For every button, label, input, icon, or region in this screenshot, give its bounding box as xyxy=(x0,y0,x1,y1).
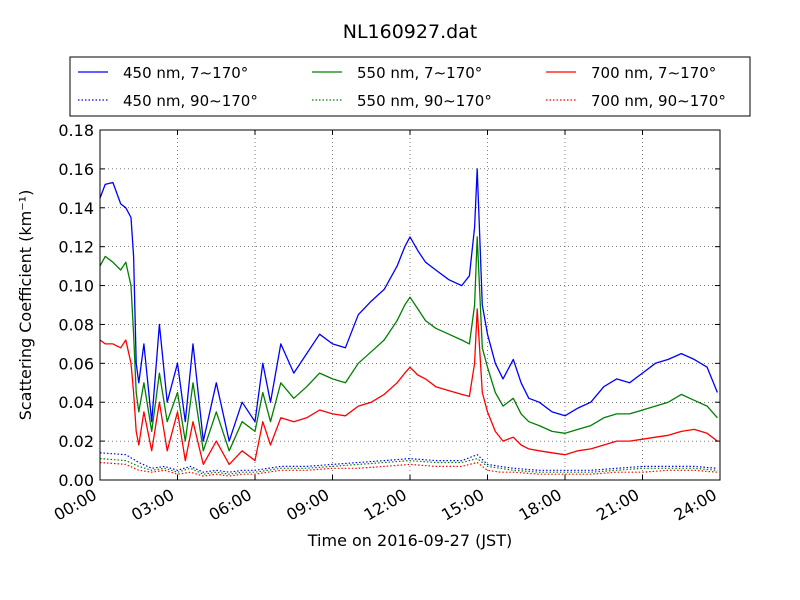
x-tick-label: 09:00 xyxy=(283,485,332,525)
chart-title: NL160927.dat xyxy=(343,21,478,43)
legend-box xyxy=(69,56,751,117)
series-line-5 xyxy=(99,458,718,475)
y-tick-label: 0.00 xyxy=(58,471,94,490)
series-line-1 xyxy=(99,168,719,442)
x-tick-label: 18:00 xyxy=(516,485,565,525)
series-layer xyxy=(99,168,719,477)
y-tick-label: 0.12 xyxy=(58,238,94,257)
legend-label: 450 nm, 7∼170° xyxy=(123,64,248,82)
legend-label: 450 nm, 90∼170° xyxy=(123,92,258,110)
x-tick-label: 15:00 xyxy=(438,485,487,525)
legend: 450 nm, 7∼170° 550 nm, 7∼170° 700 nm, 7∼17… xyxy=(69,56,751,117)
x-tick-label: 12:00 xyxy=(361,485,410,525)
y-axis-label: Scattering Coefficient (km⁻¹) xyxy=(16,190,35,421)
series-line-2 xyxy=(99,236,718,452)
legend-label: 700 nm, 90∼170° xyxy=(591,92,726,110)
legend-label: 550 nm, 90∼170° xyxy=(357,92,492,110)
y-tick-label: 0.14 xyxy=(58,199,94,218)
series-line-3 xyxy=(99,308,718,466)
axis-ticks: 00:00 03:00 06:00 09:00 12:00 15:00 18:00 21:00… xyxy=(51,121,721,525)
y-tick-label: 0.10 xyxy=(58,277,94,296)
series-line-6 xyxy=(99,461,718,477)
y-tick-label: 0.16 xyxy=(58,160,94,179)
x-tick-label: 03:00 xyxy=(128,485,177,525)
series-line-4 xyxy=(99,452,718,473)
legend-label: 700 nm, 7∼170° xyxy=(591,64,716,82)
y-tick-label: 0.06 xyxy=(58,354,94,373)
x-tick-label: 00:00 xyxy=(51,485,100,525)
x-tick-label: 21:00 xyxy=(593,485,642,525)
x-tick-label: 06:00 xyxy=(206,485,255,525)
y-tick-label: 0.08 xyxy=(58,315,94,334)
x-axis-label: Time on 2016-09-27 (JST) xyxy=(307,531,512,550)
grid xyxy=(99,129,721,481)
y-tick-label: 0.04 xyxy=(58,393,94,412)
x-tick-label: 24:00 xyxy=(671,485,720,525)
legend-label: 550 nm, 7∼170° xyxy=(357,64,482,82)
y-tick-label: 0.18 xyxy=(58,121,94,140)
y-tick-label: 0.02 xyxy=(58,432,94,451)
